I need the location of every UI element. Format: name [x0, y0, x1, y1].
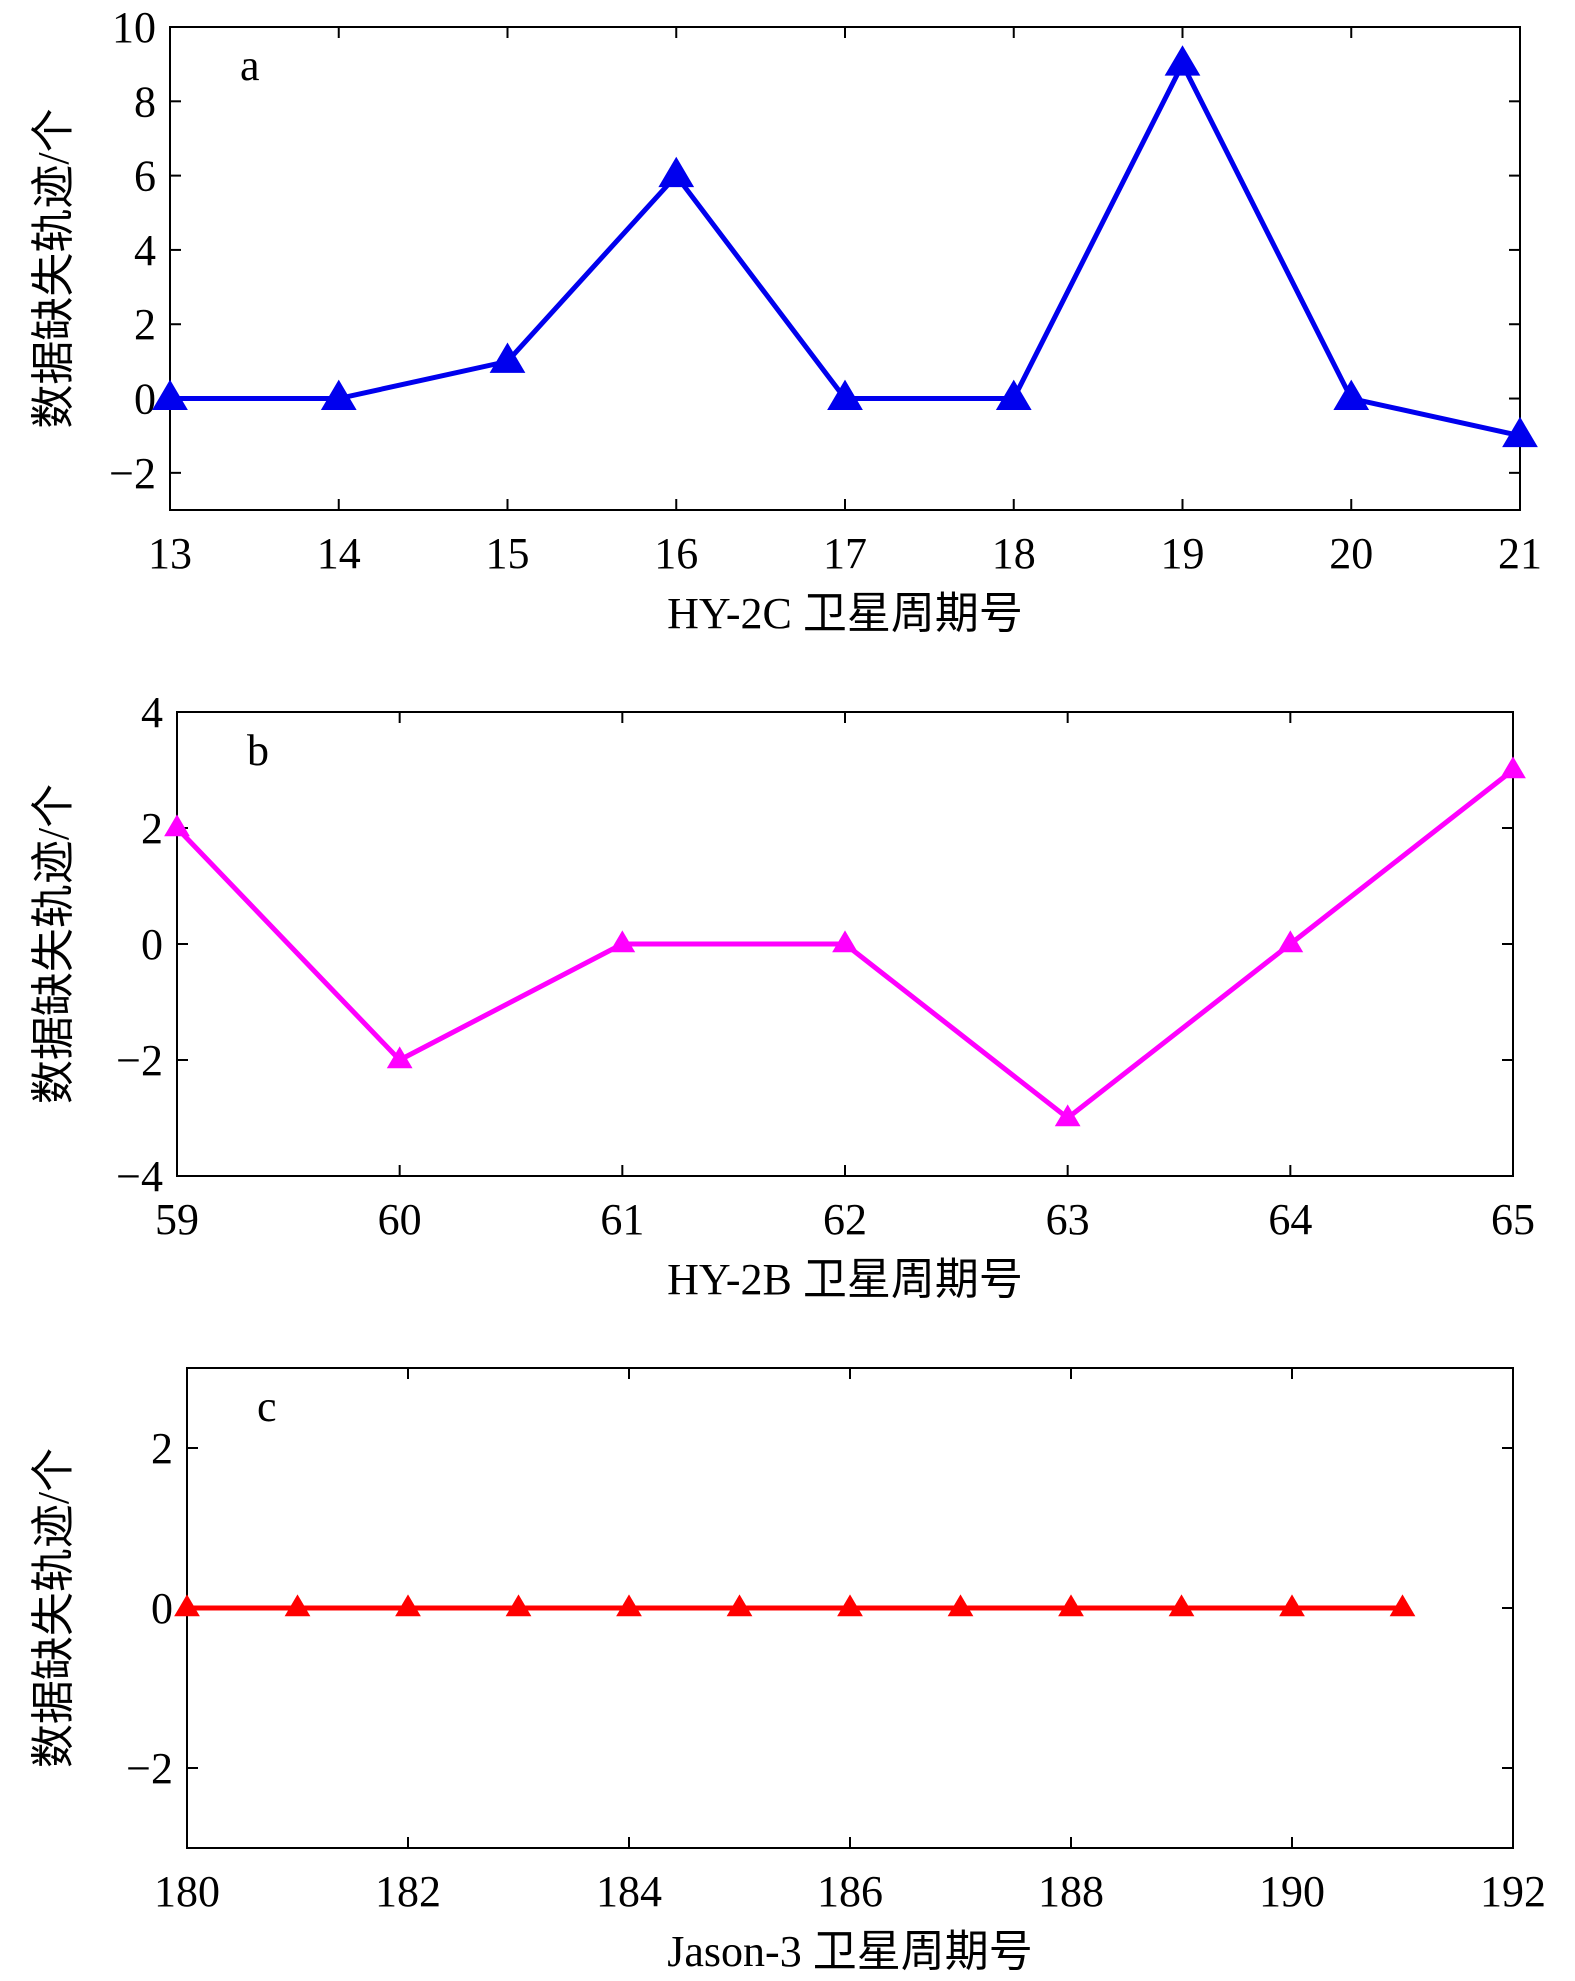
- panel-label: a: [240, 41, 260, 90]
- x-tick-label: 184: [596, 1867, 662, 1916]
- data-point-marker: [505, 1594, 532, 1617]
- data-point-marker: [164, 814, 190, 837]
- x-tick-label: 188: [1038, 1867, 1104, 1916]
- y-tick-label: 10: [112, 3, 156, 52]
- data-point-marker: [174, 1594, 200, 1617]
- data-point-marker: [827, 379, 863, 411]
- x-tick-label: 18: [992, 529, 1036, 578]
- y-axis-label: 数据缺失轨迹/个: [29, 784, 78, 1104]
- y-tick-label: 2: [134, 300, 156, 349]
- x-axis-label: HY-2B 卫星周期号: [667, 1255, 1023, 1304]
- x-tick-label: 15: [486, 529, 530, 578]
- data-point-marker: [1333, 379, 1370, 411]
- y-tick-label: 6: [134, 152, 156, 201]
- x-tick-label: 65: [1491, 1195, 1535, 1244]
- x-tick-label: 190: [1259, 1867, 1325, 1916]
- data-point-marker: [726, 1594, 753, 1617]
- y-tick-label: 4: [141, 688, 163, 737]
- data-point-marker: [284, 1594, 311, 1617]
- x-tick-label: 19: [1161, 529, 1205, 578]
- data-point-marker: [1058, 1594, 1084, 1617]
- data-point-marker: [386, 1046, 413, 1069]
- data-point-marker: [152, 379, 188, 411]
- x-tick-label: 64: [1268, 1195, 1312, 1244]
- data-point-marker: [837, 1594, 863, 1617]
- x-tick-label: 62: [823, 1195, 867, 1244]
- x-tick-label: 180: [154, 1867, 220, 1916]
- data-point-marker: [832, 930, 858, 953]
- y-tick-label: 2: [141, 804, 163, 853]
- x-tick-label: 17: [823, 529, 867, 578]
- y-tick-label: 2: [151, 1424, 173, 1473]
- data-point-marker: [1502, 416, 1538, 448]
- data-point-marker: [658, 156, 695, 188]
- x-tick-label: 59: [155, 1195, 199, 1244]
- data-point-marker: [995, 379, 1032, 411]
- x-tick-label: 192: [1480, 1867, 1546, 1916]
- x-tick-label: 61: [600, 1195, 644, 1244]
- y-tick-label: −2: [126, 1744, 173, 1793]
- plot-area-frame: [169, 26, 1521, 511]
- y-tick-label: −2: [109, 449, 156, 498]
- data-point-marker: [489, 342, 526, 373]
- data-point-marker: [1279, 1594, 1305, 1617]
- y-tick-label: 4: [134, 226, 156, 275]
- y-tick-label: 0: [141, 920, 163, 969]
- x-tick-label: 14: [317, 529, 361, 578]
- y-tick-label: 0: [151, 1584, 173, 1633]
- y-tick-label: −2: [116, 1036, 163, 1085]
- panel-a: 13 14 15 16 17 18 19 20 21 −2 0 2 4 6 8 10 HY-2C 卫星周期号 数据…: [29, 3, 1542, 638]
- data-point-marker: [1277, 930, 1304, 953]
- data-point-marker: [1054, 1104, 1081, 1127]
- data-point-marker: [320, 379, 357, 411]
- x-tick-label: 63: [1046, 1195, 1090, 1244]
- y-tick-label: −4: [116, 1152, 163, 1201]
- panel-c: 180 182 184 186 188 190 192 −2 0 2 Jason-3 卫星周期号 数据…: [29, 1367, 1546, 1976]
- y-axis-label: 数据缺失轨迹/个: [29, 1448, 78, 1768]
- x-tick-label: 182: [375, 1867, 441, 1916]
- data-point-marker: [616, 1594, 642, 1617]
- x-tick-label: 16: [654, 529, 698, 578]
- y-tick-label: 8: [134, 77, 156, 126]
- y-axis-label: 数据缺失轨迹/个: [29, 108, 78, 428]
- panel-label: c: [257, 1382, 277, 1431]
- x-tick-label: 21: [1498, 529, 1542, 578]
- data-point-marker: [609, 930, 636, 953]
- panel-label: b: [247, 726, 269, 775]
- x-tick-label: 186: [817, 1867, 883, 1916]
- x-tick-label: 60: [378, 1195, 422, 1244]
- x-axis-label: HY-2C 卫星周期号: [667, 589, 1023, 638]
- data-point-marker: [947, 1594, 974, 1617]
- data-point-marker: [1168, 1594, 1195, 1617]
- x-tick-label: 13: [148, 529, 192, 578]
- x-axis-label: Jason-3 卫星周期号: [667, 1927, 1032, 1976]
- data-point-marker: [1500, 756, 1526, 779]
- panel-b: 59 60 61 62 63 64 65 −4 −2 0 2 4 HY-2B 卫星周期号 数据缺失轨迹/个…: [29, 688, 1535, 1304]
- y-tick-label: 0: [134, 375, 156, 424]
- data-point-marker: [395, 1594, 421, 1617]
- x-tick-label: 20: [1329, 529, 1373, 578]
- data-point-marker: [1164, 45, 1201, 76]
- data-point-marker: [1389, 1594, 1416, 1617]
